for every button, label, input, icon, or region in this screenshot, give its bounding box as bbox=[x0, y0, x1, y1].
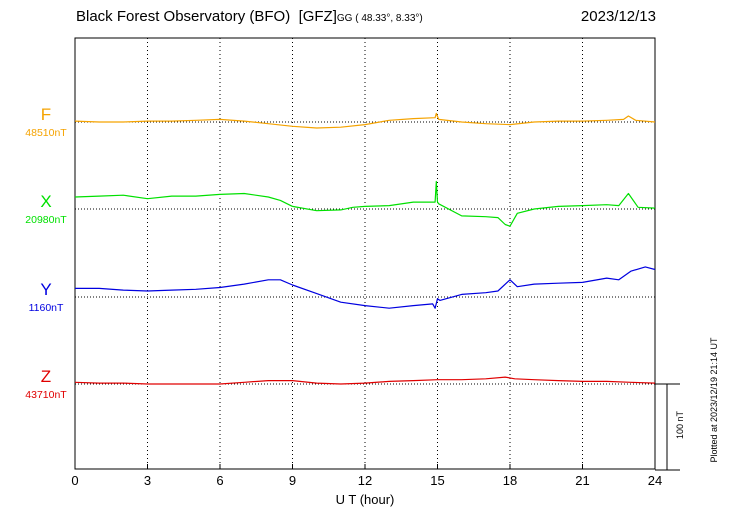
component-baseline-x: 20980nT bbox=[25, 214, 67, 226]
series-line-x bbox=[74, 180, 656, 227]
x-tick-label-6: 6 bbox=[216, 473, 223, 488]
grid-lines bbox=[147, 38, 583, 469]
x-tick-label-12: 12 bbox=[358, 473, 372, 488]
component-baseline-z: 43710nT bbox=[25, 389, 67, 401]
baselines bbox=[75, 121, 655, 385]
x-tick-label-21: 21 bbox=[575, 473, 589, 488]
component-name-y: Y bbox=[40, 280, 52, 299]
x-tick-label-0: 0 bbox=[71, 473, 78, 488]
x-tick-label-24: 24 bbox=[648, 473, 662, 488]
component-baseline-y: 1160nT bbox=[28, 302, 64, 314]
component-name-f: F bbox=[40, 105, 52, 124]
series-lines bbox=[74, 112, 656, 385]
scale-bar bbox=[655, 383, 680, 471]
x-tick-label-15: 15 bbox=[430, 473, 444, 488]
component-name-z: Z bbox=[40, 367, 52, 386]
series-line-z bbox=[74, 376, 656, 385]
component-name-x: X bbox=[40, 192, 52, 211]
station-coordinates: GG ( 48.33°, 8.33°) bbox=[336, 13, 423, 24]
chart-header: Black Forest Observatory (BFO) [GFZ]GG (… bbox=[76, 8, 423, 25]
x-axis-title: U T (hour) bbox=[336, 492, 395, 507]
station-name: Black Forest Observatory (BFO) bbox=[76, 8, 291, 25]
x-tick-label-18: 18 bbox=[503, 473, 517, 488]
component-baseline-f: 48510nT bbox=[25, 127, 67, 139]
series-line-y bbox=[75, 266, 656, 309]
institution: [GFZ] bbox=[298, 8, 337, 25]
scale-bar-label: 100 nT bbox=[675, 410, 685, 439]
plotted-timestamp: Plotted at 2023/12/19 21:14 UT bbox=[709, 337, 719, 463]
x-axis: 0 3 6 9 12 15 18 21 24 bbox=[71, 464, 662, 488]
x-tick-label-9: 9 bbox=[289, 473, 296, 488]
date-label: 2023/12/13 bbox=[580, 8, 656, 25]
series-line-f bbox=[74, 112, 656, 129]
x-tick-label-3: 3 bbox=[144, 473, 151, 488]
